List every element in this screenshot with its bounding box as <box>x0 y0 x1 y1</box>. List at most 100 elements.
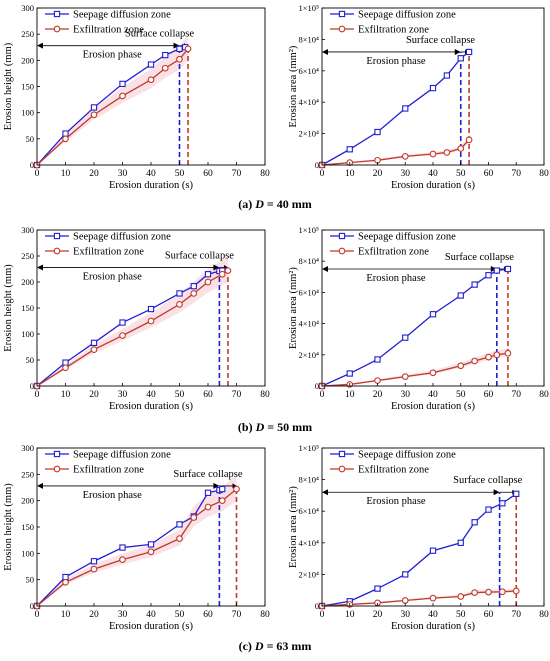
legend-seepage-label: Seepage diffusion zone <box>73 10 171 21</box>
seepage-point <box>119 544 126 551</box>
caption-a-rest: = 40 mm <box>263 197 312 211</box>
seepage-line <box>321 493 517 607</box>
x-tick-label: 60 <box>203 610 213 620</box>
exfiltration-point <box>233 485 240 493</box>
seepage-point <box>162 51 169 59</box>
exfiltration-point <box>204 278 212 286</box>
x-tick-label: 20 <box>373 390 383 400</box>
exfiltration-point <box>499 588 506 596</box>
exfiltration-point <box>485 353 492 361</box>
y-tick-label: 2×10⁴ <box>298 569 319 579</box>
y-tick-label: 1×10⁵ <box>298 443 319 453</box>
exfiltration-point <box>457 593 465 600</box>
y-tick-label: 300 <box>21 443 34 453</box>
seepage-point <box>147 541 155 548</box>
erosion-phase-arrowhead-right <box>454 48 461 55</box>
seepage-point <box>204 489 212 496</box>
seepage-point <box>62 359 69 366</box>
legend-seepage-marker <box>338 232 346 240</box>
exfiltration-point <box>176 301 183 308</box>
seepage-point <box>374 356 381 363</box>
seepage-point <box>62 130 69 137</box>
seepage-point <box>499 500 506 507</box>
surface-collapse-arrowhead <box>232 483 237 489</box>
legend-seepage-label: Seepage diffusion zone <box>73 232 171 243</box>
chart-c-area: Erosion phase Surface collapse 0 10 20 30 40 50… <box>288 443 549 632</box>
erosion-phase-label: Erosion phase <box>366 496 426 507</box>
legend-seepage-marker <box>53 450 61 458</box>
surface-collapse-label: Surface collapse <box>173 469 242 480</box>
seepage-point <box>119 319 126 326</box>
exfiltration-point <box>457 362 465 370</box>
exfiltration-point <box>90 346 98 353</box>
y-tick-label: 200 <box>21 55 34 65</box>
legend-seepage-label: Seepage diffusion zone <box>358 232 456 243</box>
exfiltration-point <box>429 594 437 602</box>
seepage-point <box>204 271 212 278</box>
seepage-point <box>485 272 492 279</box>
x-axis-label: Erosion duration (s) <box>391 621 475 632</box>
exfiltration-point <box>190 290 198 297</box>
x-tick-label: 30 <box>118 390 128 400</box>
seepage-point <box>493 267 500 274</box>
legend-seepage-marker <box>53 10 61 18</box>
x-tick-label: 70 <box>512 169 522 179</box>
x-tick-label: 80 <box>260 169 270 179</box>
x-tick-label: 40 <box>428 169 438 179</box>
erosion-phase-label: Erosion phase <box>83 50 143 61</box>
exfiltration-band <box>322 348 508 386</box>
erosion-phase-arrowhead-left <box>322 489 328 496</box>
x-tick-label: 60 <box>203 390 213 400</box>
x-tick-label: 50 <box>456 390 466 400</box>
exfiltration-point <box>62 135 69 143</box>
chart-a-area: Erosion phase Surface collapse 0 10 20 30 40 50… <box>288 3 549 191</box>
seepage-point <box>402 334 409 341</box>
y-tick-label: 250 <box>21 29 34 39</box>
x-tick-label: 20 <box>89 390 99 400</box>
x-tick-label: 60 <box>484 390 494 400</box>
x-tick-label: 70 <box>232 390 242 400</box>
seepage-point <box>62 573 69 581</box>
exfiltration-point <box>465 136 473 144</box>
x-tick-label: 20 <box>373 169 383 179</box>
exfiltration-point <box>90 565 98 573</box>
y-tick-label: 4×10⁴ <box>298 319 319 329</box>
exfiltration-point <box>62 364 69 372</box>
erosion-phase-label: Erosion phase <box>366 273 426 284</box>
x-tick-label: 80 <box>539 610 549 620</box>
seepage-point <box>504 265 512 273</box>
exfiltration-band <box>37 34 189 166</box>
y-tick-label: 4×10⁴ <box>298 538 319 548</box>
x-tick-label: 10 <box>61 169 71 179</box>
legend-exfiltration-marker <box>53 247 61 255</box>
exfiltration-point <box>401 597 409 604</box>
y-tick-label: 100 <box>21 108 34 118</box>
exfiltration-point <box>176 55 183 63</box>
erosion-phase-arrowhead-right <box>493 489 500 496</box>
x-axis-label: Erosion duration (s) <box>109 621 193 632</box>
legend-seepage-marker <box>338 450 346 458</box>
y-axis-label: Erosion height (mm) <box>3 264 14 352</box>
seepage-point <box>190 283 197 290</box>
seepage-line <box>36 488 223 607</box>
exfiltration-point <box>119 332 126 339</box>
x-tick-label: 60 <box>203 169 213 179</box>
caption-b-prefix: (b) <box>237 420 256 434</box>
x-tick-label: 40 <box>146 390 156 400</box>
seepage-point <box>346 370 353 377</box>
exfiltration-point <box>401 153 409 160</box>
exfiltration-point <box>457 145 465 152</box>
y-tick-label: 8×10⁴ <box>298 256 319 266</box>
surface-collapse-label: Surface collapse <box>165 250 234 261</box>
exfiltration-line <box>36 488 237 607</box>
erosion-phase-arrowhead-left <box>37 482 43 489</box>
x-tick-label: 50 <box>175 610 185 620</box>
x-axis-label: Erosion duration (s) <box>391 401 475 412</box>
y-tick-label: 150 <box>21 522 34 532</box>
exfiltration-point <box>119 556 126 564</box>
legend-exfiltration-marker <box>53 25 61 33</box>
x-tick-label: 70 <box>512 390 522 400</box>
exfiltration-line <box>321 352 509 387</box>
legend-exfiltration-label: Exfiltration zone <box>358 465 429 476</box>
caption-a: (a) D = 40 mm <box>0 197 550 212</box>
